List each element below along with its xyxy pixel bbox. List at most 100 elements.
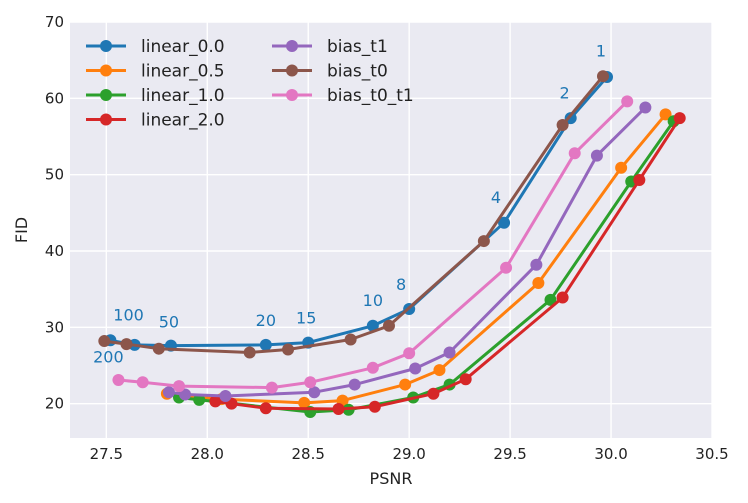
y-axis-label: FID	[12, 217, 31, 243]
data-point	[498, 216, 511, 229]
legend-marker	[286, 89, 298, 101]
legend-label: linear_0.0	[141, 37, 225, 57]
data-point	[596, 70, 609, 83]
x-tick-label: 28.0	[191, 445, 224, 463]
legend-label: linear_1.0	[141, 86, 225, 106]
data-point	[193, 393, 206, 406]
data-point	[530, 258, 543, 271]
step-annotation: 8	[396, 275, 406, 294]
series-line	[215, 117, 681, 411]
series-layer	[98, 70, 686, 419]
step-annotation: 20	[256, 311, 276, 330]
series-linear-2-0	[209, 112, 686, 415]
data-point	[366, 319, 379, 332]
data-point	[433, 364, 446, 377]
legend-entry: linear_2.0	[86, 111, 225, 131]
series-line	[168, 106, 647, 398]
y-tick-label: 60	[45, 89, 64, 107]
x-tick-label: 28.5	[292, 445, 325, 463]
legend-entry: linear_0.0	[86, 37, 225, 57]
y-tick-label: 70	[45, 13, 64, 31]
data-point	[399, 378, 412, 391]
series-bias-t0-t1	[112, 95, 634, 394]
data-point	[382, 319, 395, 332]
legend-marker	[100, 113, 112, 126]
x-tick-label: 27.5	[90, 445, 123, 463]
legend-label: bias_t1	[327, 37, 388, 57]
legend-marker	[100, 64, 112, 77]
legend-label: linear_2.0	[141, 111, 225, 131]
data-point	[259, 338, 272, 351]
y-tick-label: 40	[45, 242, 64, 260]
data-point	[112, 373, 125, 386]
data-point	[308, 386, 321, 399]
data-point	[120, 338, 133, 351]
step-annotation: 2	[560, 83, 570, 102]
legend-entry: linear_0.5	[86, 62, 225, 82]
y-tick-label: 20	[45, 395, 64, 413]
series-line	[118, 100, 629, 390]
x-axis-label: PSNR	[370, 469, 413, 488]
x-tick-label: 30.5	[695, 445, 728, 463]
series-line	[110, 76, 609, 348]
data-point	[366, 361, 379, 374]
data-point	[633, 174, 646, 187]
step-annotation: 4	[491, 188, 501, 207]
step-annotation: 50	[159, 312, 179, 331]
data-point	[332, 402, 345, 415]
annotations: 1 2 4 8 10 15 20 50 100 200	[93, 41, 606, 366]
data-point	[532, 277, 545, 290]
legend-marker	[286, 40, 298, 52]
y-tick-label: 30	[45, 318, 64, 336]
data-point	[98, 335, 111, 348]
data-point	[556, 119, 569, 132]
data-point	[259, 402, 272, 415]
series-bias-t0	[98, 70, 609, 359]
data-point	[443, 346, 456, 359]
legend-label: linear_0.5	[141, 62, 225, 82]
data-point	[615, 161, 628, 174]
tick-labels: 27.5 28.0 28.5 29.0 29.5 30.0 30.5 20 30 40 50 60 70	[45, 13, 729, 463]
legend-entry: bias_t0	[272, 62, 388, 82]
data-point	[427, 387, 440, 400]
legend-marker	[286, 64, 298, 77]
step-annotation: 100	[113, 305, 144, 324]
data-point	[639, 101, 652, 114]
data-point	[621, 95, 634, 108]
data-point	[209, 395, 222, 408]
x-tick-label: 29.5	[493, 445, 526, 463]
data-point	[409, 362, 422, 375]
step-annotation: 200	[93, 347, 124, 366]
data-point	[544, 293, 557, 306]
data-point	[477, 235, 490, 248]
data-point	[659, 108, 672, 121]
legend-entry: linear_1.0	[86, 86, 225, 106]
step-annotation: 1	[596, 41, 606, 60]
data-point	[403, 347, 416, 360]
series-bias-t1	[162, 101, 652, 403]
series-line	[104, 75, 605, 354]
data-point	[304, 376, 317, 389]
data-point	[590, 149, 603, 162]
x-tick-label: 30.0	[594, 445, 627, 463]
y-tick-label: 50	[45, 166, 64, 184]
data-point	[152, 342, 165, 355]
data-point	[500, 261, 513, 274]
data-point	[136, 376, 149, 389]
data-point	[219, 390, 232, 403]
grid	[70, 21, 713, 438]
data-point	[173, 380, 186, 393]
legend-entry: bias_t0_t1	[272, 86, 414, 106]
data-point	[673, 112, 686, 125]
data-point	[344, 333, 357, 346]
legend-entry: bias_t1	[272, 37, 388, 57]
data-point	[265, 381, 278, 394]
data-point	[348, 378, 361, 391]
legend-marker	[100, 40, 112, 52]
data-point	[556, 291, 569, 304]
legend-label: bias_t0	[327, 62, 388, 82]
data-point	[179, 388, 192, 401]
legend: linear_0.0 linear_0.5 linear_1.0 linear_2.0…	[86, 37, 414, 131]
data-point	[298, 396, 311, 409]
